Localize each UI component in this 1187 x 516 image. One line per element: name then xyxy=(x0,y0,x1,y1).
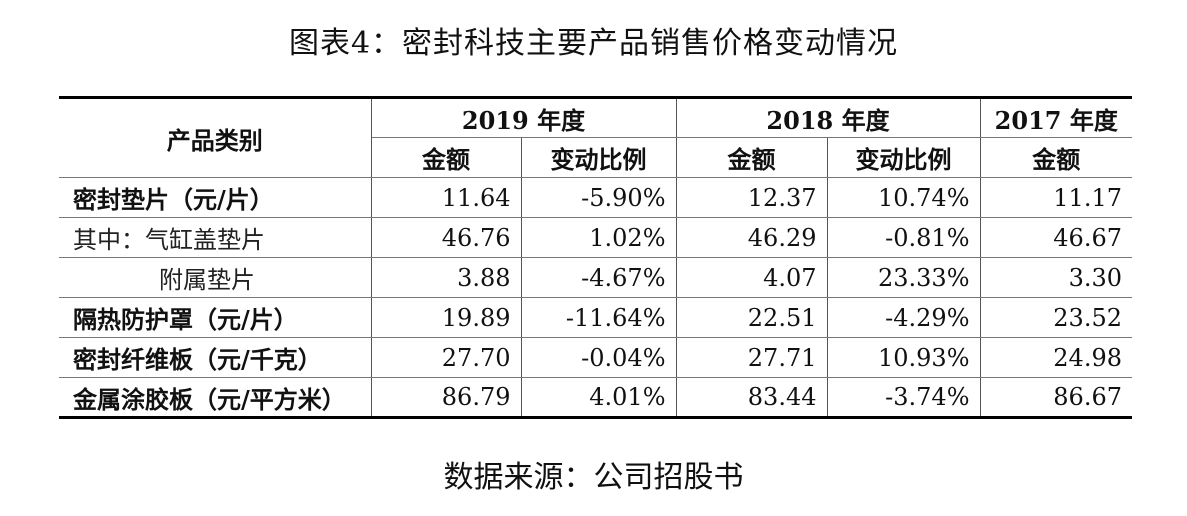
cell-value: -5.90% xyxy=(521,177,677,218)
row-label: 隔热防护罩（元/片） xyxy=(59,297,372,338)
cell-value: -0.81% xyxy=(827,217,981,258)
year-header-2019: 2019 年度 xyxy=(371,96,677,138)
cell-value: 10.74% xyxy=(827,177,981,218)
cell-value: 23.33% xyxy=(827,257,981,298)
cell-value: 4.07 xyxy=(676,257,828,298)
subheader-amount-2017: 金额 xyxy=(980,137,1132,178)
cell-value: 24.98 xyxy=(980,337,1132,378)
table-row: 其中：气缸盖垫片 46.76 1.02% 46.29 -0.81% 46.67 xyxy=(59,217,1132,258)
cell-value: -4.29% xyxy=(827,297,981,338)
cell-value: 46.76 xyxy=(371,217,522,258)
cell-value: 3.30 xyxy=(980,257,1132,298)
year-header-2017: 2017 年度 xyxy=(980,96,1132,138)
cell-value: 86.67 xyxy=(980,377,1132,419)
cell-value: -3.74% xyxy=(827,377,981,419)
cell-value: -11.64% xyxy=(521,297,677,338)
cell-value: 83.44 xyxy=(676,377,828,419)
subheader-change-2018: 变动比例 xyxy=(827,137,981,178)
row-label: 密封垫片（元/片） xyxy=(59,177,372,218)
row-label: 金属涂胶板（元/平方米） xyxy=(59,377,372,419)
data-source-note: 数据来源：公司招股书 xyxy=(443,460,744,495)
cell-value: 11.17 xyxy=(980,177,1132,218)
subheader-amount-2018: 金额 xyxy=(676,137,828,178)
cell-value: 86.79 xyxy=(371,377,522,419)
cell-value: 10.93% xyxy=(827,337,981,378)
cell-value: 46.67 xyxy=(980,217,1132,258)
table-row: 隔热防护罩（元/片） 19.89 -11.64% 22.51 -4.29% 23… xyxy=(59,297,1132,338)
subheader-row: 金额 变动比例 金额 变动比例 金额 xyxy=(59,137,1132,178)
cell-value: 1.02% xyxy=(521,217,677,258)
subheader-change-2019: 变动比例 xyxy=(521,137,677,178)
cell-value: 4.01% xyxy=(521,377,677,419)
cell-value: 11.64 xyxy=(371,177,522,218)
cell-value: -4.67% xyxy=(521,257,677,298)
price-change-table: 产品类别 2019 年度 2018 年度 2017 年度 金额 变动比例 金额 … xyxy=(59,96,1132,419)
figure-title: 图表4：密封科技主要产品销售价格变动情况 xyxy=(288,26,899,61)
category-header: 产品类别 xyxy=(59,96,372,178)
cell-value: 3.88 xyxy=(371,257,522,298)
cell-value: 22.51 xyxy=(676,297,828,338)
year-header-row: 产品类别 2019 年度 2018 年度 2017 年度 xyxy=(59,96,1132,178)
year-header-2018: 2018 年度 xyxy=(676,96,981,138)
row-label: 密封纤维板（元/千克） xyxy=(59,337,372,378)
cell-value: 12.37 xyxy=(676,177,828,218)
row-label: 其中：气缸盖垫片 xyxy=(59,217,372,258)
subheader-amount-2019: 金额 xyxy=(371,137,522,178)
cell-value: -0.04% xyxy=(521,337,677,378)
cell-value: 19.89 xyxy=(371,297,522,338)
table-row: 附属垫片 3.88 -4.67% 4.07 23.33% 3.30 xyxy=(59,257,1132,298)
cell-value: 46.29 xyxy=(676,217,828,258)
table-row: 密封纤维板（元/千克） 27.70 -0.04% 27.71 10.93% 24… xyxy=(59,337,1132,378)
cell-value: 23.52 xyxy=(980,297,1132,338)
table-row: 密封垫片（元/片） 11.64 -5.90% 12.37 10.74% 11.1… xyxy=(59,177,1132,218)
row-label: 附属垫片 xyxy=(59,257,372,298)
cell-value: 27.71 xyxy=(676,337,828,378)
cell-value: 27.70 xyxy=(371,337,522,378)
table-row: 金属涂胶板（元/平方米） 86.79 4.01% 83.44 -3.74% 86… xyxy=(59,377,1132,419)
